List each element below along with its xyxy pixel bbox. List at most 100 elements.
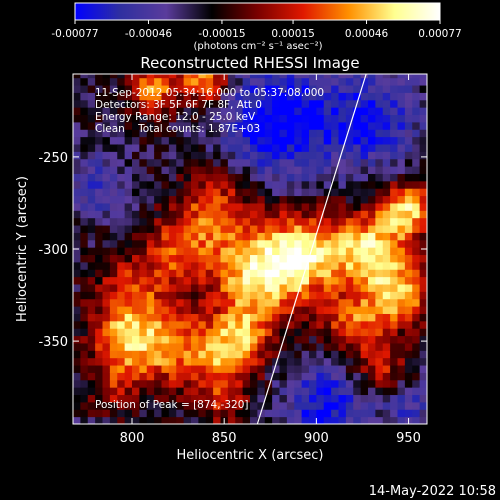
heatmap-cell — [139, 92, 148, 101]
heatmap-cell — [95, 261, 104, 270]
heatmap-cell — [205, 379, 214, 388]
heatmap-cell — [323, 92, 332, 101]
heatmap-cell — [360, 276, 369, 285]
heatmap-cell — [242, 284, 251, 292]
heatmap-cell — [360, 136, 369, 145]
heatmap-cell — [213, 416, 222, 424]
heatmap-cell — [309, 298, 317, 307]
heatmap-cell — [146, 247, 155, 256]
heatmap-cell — [316, 188, 325, 197]
heatmap-cell — [154, 379, 163, 388]
heatmap-cell — [390, 144, 399, 152]
heatmap-cell — [345, 85, 354, 93]
heatmap-cell — [382, 151, 391, 160]
heatmap-cell — [95, 247, 104, 256]
heatmap-cell — [404, 284, 413, 292]
heatmap-cell — [353, 77, 362, 86]
heatmap-cell — [286, 269, 295, 278]
heatmap-cell — [132, 342, 140, 351]
heatmap-cell — [198, 225, 207, 233]
heatmap-cell — [109, 151, 118, 160]
heatmap-cell — [250, 306, 258, 314]
heatmap-cell — [331, 202, 340, 211]
heatmap-cell — [191, 180, 199, 189]
heatmap-cell — [191, 195, 199, 204]
heatmap-cell — [220, 129, 229, 138]
heatmap-cell — [279, 225, 288, 233]
heatmap-cell — [368, 188, 376, 197]
heatmap-cell — [87, 188, 96, 197]
heatmap-cell — [139, 276, 148, 285]
heatmap-cell — [227, 276, 236, 285]
heatmap-cell — [272, 202, 281, 211]
heatmap-cell — [264, 269, 273, 278]
heatmap-cell — [353, 114, 362, 123]
heatmap-cell — [272, 342, 281, 351]
heatmap-cell — [390, 173, 399, 182]
heatmap-cell — [139, 335, 148, 344]
heatmap-cell — [183, 195, 192, 204]
heatmap-cell — [404, 217, 413, 226]
heatmap-cell — [220, 92, 229, 101]
heatmap-cell — [264, 357, 273, 366]
heatmap-cell — [235, 365, 244, 373]
heatmap-cell — [227, 188, 236, 197]
heatmap-cell — [375, 202, 384, 211]
heatmap-cell — [132, 372, 140, 381]
heatmap-cell — [73, 151, 81, 160]
heatmap-cell — [117, 269, 126, 278]
heatmap-cell — [161, 114, 170, 123]
heatmap-cell — [264, 114, 273, 123]
heatmap-cell — [309, 166, 317, 174]
heatmap-cell — [375, 99, 384, 108]
heatmap-cell — [301, 74, 310, 79]
heatmap-cell — [73, 225, 81, 233]
heatmap-cell — [257, 85, 266, 93]
heatmap-cell — [345, 306, 354, 314]
heatmap-cell — [338, 210, 347, 219]
heatmap-cell — [117, 247, 126, 256]
heatmap-cell — [309, 401, 317, 410]
heatmap-cell — [227, 401, 236, 410]
heatmap-cell — [412, 306, 421, 314]
heatmap-cell — [176, 298, 185, 307]
heatmap-cell — [316, 74, 325, 79]
heatmap-cell — [338, 298, 347, 307]
heatmap-cell — [301, 151, 310, 160]
heatmap-cell — [390, 217, 399, 226]
heatmap-cell — [205, 269, 214, 278]
heatmap-cell — [301, 121, 310, 130]
heatmap-cell — [331, 357, 340, 366]
heatmap-cell — [316, 416, 325, 424]
heatmap-cell — [257, 320, 266, 329]
heatmap-cell — [191, 144, 199, 152]
heatmap-cell — [227, 151, 236, 160]
heatmap-cell — [419, 239, 427, 248]
heatmap-cell — [272, 365, 281, 373]
heatmap-cell — [242, 350, 251, 359]
heatmap-cell — [250, 357, 258, 366]
heatmap-cell — [382, 158, 391, 167]
heatmap-cell — [109, 254, 118, 263]
heatmap-cell — [316, 409, 325, 418]
heatmap-cell — [235, 247, 244, 256]
heatmap-cell — [73, 188, 81, 197]
heatmap-cell — [73, 77, 81, 86]
heatmap-cell — [146, 195, 155, 204]
heatmap-cell — [390, 284, 399, 292]
heatmap-cell — [353, 357, 362, 366]
heatmap-cell — [146, 121, 155, 130]
heatmap-cell — [390, 416, 399, 424]
heatmap-cell — [198, 129, 207, 138]
heatmap-cell — [205, 232, 214, 241]
heatmap-cell — [220, 306, 229, 314]
heatmap-cell — [73, 357, 81, 366]
heatmap-cell — [316, 372, 325, 381]
heatmap-cell — [294, 121, 303, 130]
heatmap-cell — [191, 387, 199, 396]
heatmap-cell — [242, 365, 251, 373]
heatmap-cell — [139, 166, 148, 174]
heatmap-cell — [139, 320, 148, 329]
heatmap-cell — [154, 284, 163, 292]
heatmap-cell — [397, 342, 406, 351]
